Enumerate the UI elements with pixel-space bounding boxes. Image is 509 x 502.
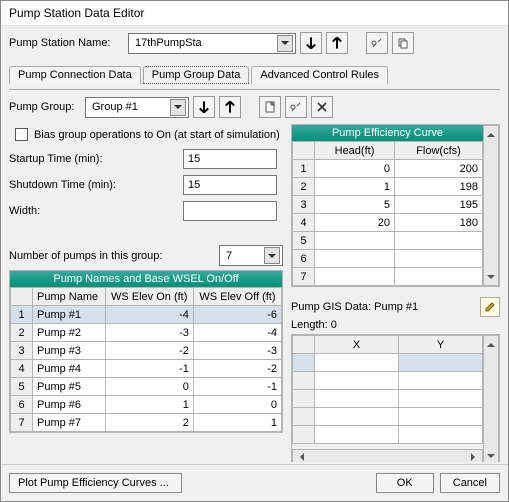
startup-value: 15: [188, 153, 200, 165]
shutdown-input[interactable]: 15: [183, 175, 277, 195]
scroll-down-icon[interactable]: [484, 448, 498, 462]
col-pump-name: Pump Name: [33, 288, 106, 306]
station-name-label: Pump Station Name:: [9, 37, 124, 49]
arrow-up-button[interactable]: [326, 32, 348, 54]
tabs: Pump Connection Data Pump Group Data Adv…: [9, 66, 500, 84]
new-icon[interactable]: [259, 96, 281, 118]
num-pumps-combo[interactable]: 7: [219, 245, 283, 266]
pump-group-combo[interactable]: Group #1: [85, 97, 189, 118]
gis-hscroll[interactable]: [292, 449, 483, 462]
table-row[interactable]: [293, 390, 483, 408]
scroll-up-icon[interactable]: [484, 336, 498, 352]
table-row[interactable]: 3Pump #3-2-3: [11, 342, 282, 360]
chevron-down-icon[interactable]: [170, 99, 186, 116]
table-row[interactable]: 35195: [293, 196, 483, 214]
cancel-button[interactable]: Cancel: [440, 473, 500, 493]
table-row[interactable]: [293, 426, 483, 444]
num-pumps-label: Number of pumps in this group:: [9, 250, 215, 262]
tab-connection[interactable]: Pump Connection Data: [9, 66, 141, 84]
col-flow: Flow(cfs): [395, 142, 483, 160]
gis-vscroll[interactable]: [483, 335, 499, 462]
col-y: Y: [399, 336, 483, 354]
table-row[interactable]: 6: [293, 250, 483, 268]
col-ws-off: WS Elev Off (ft): [193, 288, 281, 306]
pump-group-label: Pump Group:: [9, 101, 81, 113]
bias-checkbox[interactable]: [15, 128, 28, 141]
window-title: Pump Station Data Editor: [1, 1, 508, 26]
table-row[interactable]: [293, 354, 483, 372]
plot-button[interactable]: Plot Pump Efficiency Curves ...: [9, 473, 182, 493]
shutdown-label: Shutdown Time (min):: [9, 179, 179, 191]
scroll-left-icon[interactable]: [293, 450, 309, 462]
arrow-up-button[interactable]: [219, 96, 241, 118]
tab-advanced[interactable]: Advanced Control Rules: [251, 66, 388, 84]
shutdown-value: 15: [188, 179, 200, 191]
table-row[interactable]: 7Pump #721: [11, 414, 282, 432]
gis-table[interactable]: X Y: [292, 335, 483, 444]
width-label: Width:: [9, 205, 179, 217]
arrow-down-button[interactable]: [300, 32, 322, 54]
station-name-value: 17thPumpSta: [135, 37, 202, 49]
table-row[interactable]: 7: [293, 268, 483, 286]
table-row[interactable]: [293, 408, 483, 426]
eff-table[interactable]: Head(ft) Flow(cfs) 10200 21198 35195 420…: [292, 141, 483, 286]
tools-icon[interactable]: [285, 96, 307, 118]
delete-icon[interactable]: [311, 96, 333, 118]
copy-icon[interactable]: [392, 32, 414, 54]
window: Pump Station Data Editor Pump Station Na…: [0, 0, 509, 502]
gis-title: Pump GIS Data: Pump #1: [291, 301, 418, 313]
table-row[interactable]: 10200: [293, 160, 483, 178]
num-pumps-value: 7: [226, 250, 232, 262]
table-row[interactable]: [293, 372, 483, 390]
pump-names-title: Pump Names and Base WSEL On/Off: [10, 271, 282, 287]
startup-label: Startup Time (min):: [9, 153, 179, 165]
pump-table[interactable]: Pump Name WS Elev On (ft) WS Elev Off (f…: [10, 287, 282, 432]
tab-group[interactable]: Pump Group Data: [143, 66, 250, 84]
scroll-right-icon[interactable]: [466, 450, 482, 462]
chevron-down-icon[interactable]: [277, 35, 293, 52]
table-row[interactable]: 5: [293, 232, 483, 250]
chevron-down-icon[interactable]: [264, 247, 280, 264]
table-row[interactable]: 420180: [293, 214, 483, 232]
table-row[interactable]: 1 Pump #1 -4 -6: [11, 306, 282, 324]
scroll-down-icon[interactable]: [484, 269, 498, 285]
col-head: Head(ft): [315, 142, 395, 160]
table-row[interactable]: 21198: [293, 178, 483, 196]
table-row[interactable]: 2Pump #2-3-4: [11, 324, 282, 342]
station-name-combo[interactable]: 17thPumpSta: [128, 33, 296, 54]
eff-scrollbar[interactable]: [483, 125, 499, 286]
ok-button[interactable]: OK: [376, 473, 434, 493]
gis-length: Length: 0: [291, 319, 500, 331]
arrow-down-button[interactable]: [193, 96, 215, 118]
eff-title: Pump Efficiency Curve: [292, 125, 483, 141]
table-row[interactable]: 6Pump #610: [11, 396, 282, 414]
width-input[interactable]: [183, 201, 277, 221]
scroll-up-icon[interactable]: [484, 126, 498, 142]
table-row[interactable]: 5Pump #50-1: [11, 378, 282, 396]
col-x: X: [315, 336, 399, 354]
gis-edit-icon[interactable]: [480, 297, 500, 317]
tools-icon[interactable]: [366, 32, 388, 54]
bias-label: Bias group operations to On (at start of…: [34, 129, 280, 141]
col-ws-on: WS Elev On (ft): [105, 288, 193, 306]
startup-input[interactable]: 15: [183, 149, 277, 169]
table-row[interactable]: 4Pump #4-1-2: [11, 360, 282, 378]
pump-group-value: Group #1: [92, 101, 138, 113]
